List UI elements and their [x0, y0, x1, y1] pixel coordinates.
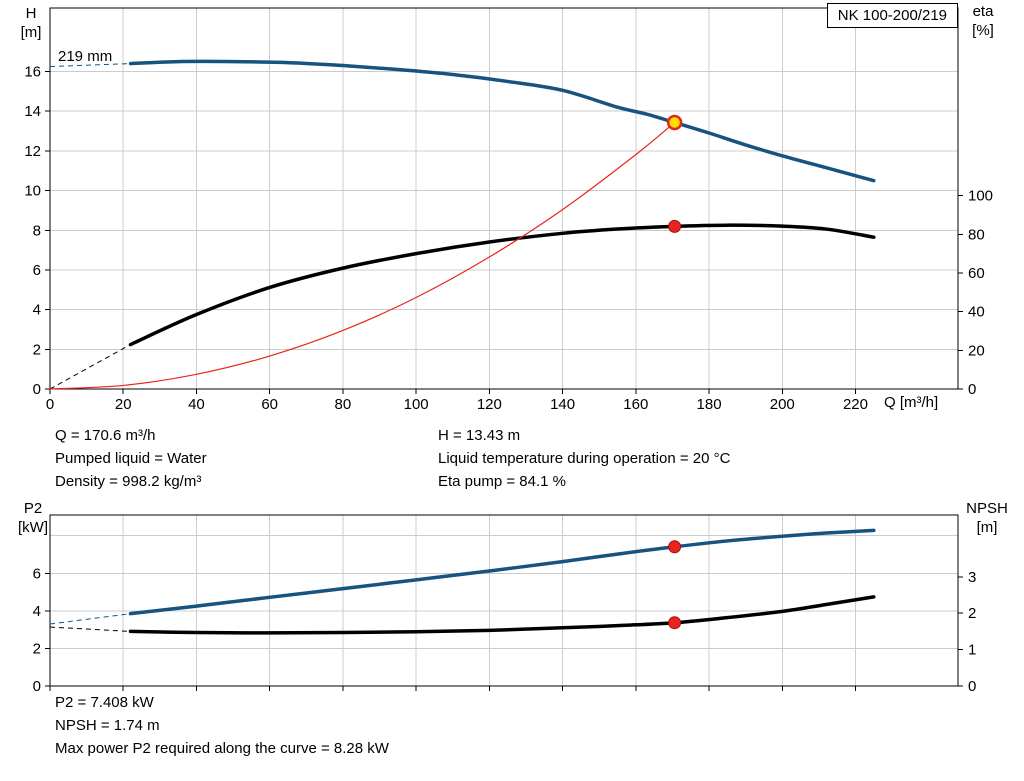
y-right-tick-label: 1	[968, 642, 976, 659]
system-curve	[49, 121, 676, 390]
head-curve	[128, 59, 876, 183]
duty-info-right: H = 13.43 m Liquid temperature during op…	[438, 424, 730, 493]
x-tick-label: 60	[261, 396, 278, 413]
x-tick-label: 220	[843, 396, 868, 413]
y-left-tick-label: 4	[33, 603, 41, 620]
head-axis-title: H [m]	[13, 4, 49, 42]
y-right-tick-label: 0	[968, 381, 976, 398]
y-right-tick-label: 60	[968, 265, 985, 282]
info-npsh: NPSH = 1.74 m	[55, 717, 160, 734]
p2-curve-dashed-lead	[49, 613, 131, 625]
eta-axis-name: eta	[972, 3, 994, 20]
y-left-tick-label: 10	[24, 183, 41, 200]
power-npsh-info: P2 = 7.408 kW NPSH = 1.74 m Max power P2…	[55, 691, 389, 760]
x-tick-label: 0	[46, 396, 54, 413]
x-tick-label: 40	[188, 396, 205, 413]
info-p2: P2 = 7.408 kW	[55, 694, 154, 711]
npsh-axis-name: NPSH	[966, 500, 1008, 517]
x-tick-label: 80	[335, 396, 352, 413]
info-eta-pump: Eta pump = 84.1 %	[438, 473, 566, 490]
x-tick-label: 180	[697, 396, 722, 413]
pump-model-badge: NK 100-200/219	[826, 3, 958, 28]
efficiency-curve	[128, 223, 876, 347]
duty-point-p2	[668, 540, 682, 554]
y-left-tick-label: 4	[33, 302, 41, 319]
x-tick-label: 20	[115, 396, 132, 413]
duty-point-head	[666, 114, 683, 131]
duty-point-eta	[668, 219, 682, 233]
npsh-curve	[128, 595, 876, 635]
info-liquid-temperature: Liquid temperature during operation = 20…	[438, 450, 731, 467]
y-left-tick-label: 0	[33, 381, 41, 398]
head-curve-dashed-lead	[49, 63, 131, 68]
head-axis-name: H	[25, 5, 37, 22]
info-density: Density = 998.2 kg/m³	[55, 473, 202, 490]
y-left-tick-label: 6	[33, 565, 41, 582]
y-left-tick-label: 0	[33, 678, 41, 695]
y-right-tick-label: 2	[968, 605, 976, 622]
npsh-curve-dashed-lead	[49, 626, 131, 632]
duty-point-npsh	[668, 616, 682, 630]
y-left-tick-label: 2	[33, 640, 41, 657]
y-right-tick-label: 100	[968, 188, 993, 205]
duty-info-left: Q = 170.6 m³/h Pumped liquid = Water Den…	[55, 424, 207, 493]
efficiency-curve-dashed-lead	[49, 344, 131, 390]
y-right-tick-label: 0	[968, 678, 976, 695]
p2-axis-title: P2 [kW]	[11, 499, 55, 537]
plot-frame	[49, 514, 959, 687]
y-right-tick-label: 80	[968, 226, 985, 243]
y-left-tick-label: 2	[33, 341, 41, 358]
eta-axis-unit: [%]	[972, 22, 994, 39]
npsh-axis-title: NPSH [m]	[958, 499, 1016, 537]
flow-axis-label: Q [m³/h]	[884, 394, 939, 411]
head-axis-unit: [m]	[20, 24, 42, 41]
plot-frame	[49, 7, 959, 390]
x-tick-label: 140	[550, 396, 575, 413]
y-right-tick-label: 20	[968, 342, 985, 359]
p2-axis-name: P2	[23, 500, 43, 517]
y-right-tick-label: 40	[968, 304, 985, 321]
info-max-power: Max power P2 required along the curve = …	[55, 740, 389, 757]
chart-area-0: 0 20 40 60 80 100 120 140 160 180 200 2200246810121…	[24, 7, 993, 413]
info-flow: Q = 170.6 m³/h	[55, 427, 156, 444]
p2-axis-unit: [kW]	[18, 519, 48, 536]
x-tick-label: 160	[623, 396, 648, 413]
y-right-tick-label: 3	[968, 569, 976, 586]
chart-area-1: 0 2 4 6 0 1 2 3	[33, 514, 976, 695]
info-head: H = 13.43 m	[438, 427, 521, 444]
eta-axis-title: eta [%]	[961, 2, 1005, 40]
y-left-tick-label: 16	[24, 64, 41, 81]
impeller-diameter-label: 219 mm	[58, 48, 113, 65]
y-left-tick-label: 6	[33, 262, 41, 279]
info-pumped-liquid: Pumped liquid = Water	[55, 450, 207, 467]
x-tick-label: 120	[477, 396, 502, 413]
x-tick-label: 100	[404, 396, 429, 413]
x-tick-label: 200	[770, 396, 795, 413]
npsh-axis-unit: [m]	[976, 519, 998, 536]
y-left-tick-label: 8	[33, 222, 41, 239]
y-left-tick-label: 12	[24, 143, 41, 160]
p2-curve	[128, 528, 876, 616]
y-left-tick-label: 14	[24, 103, 41, 120]
